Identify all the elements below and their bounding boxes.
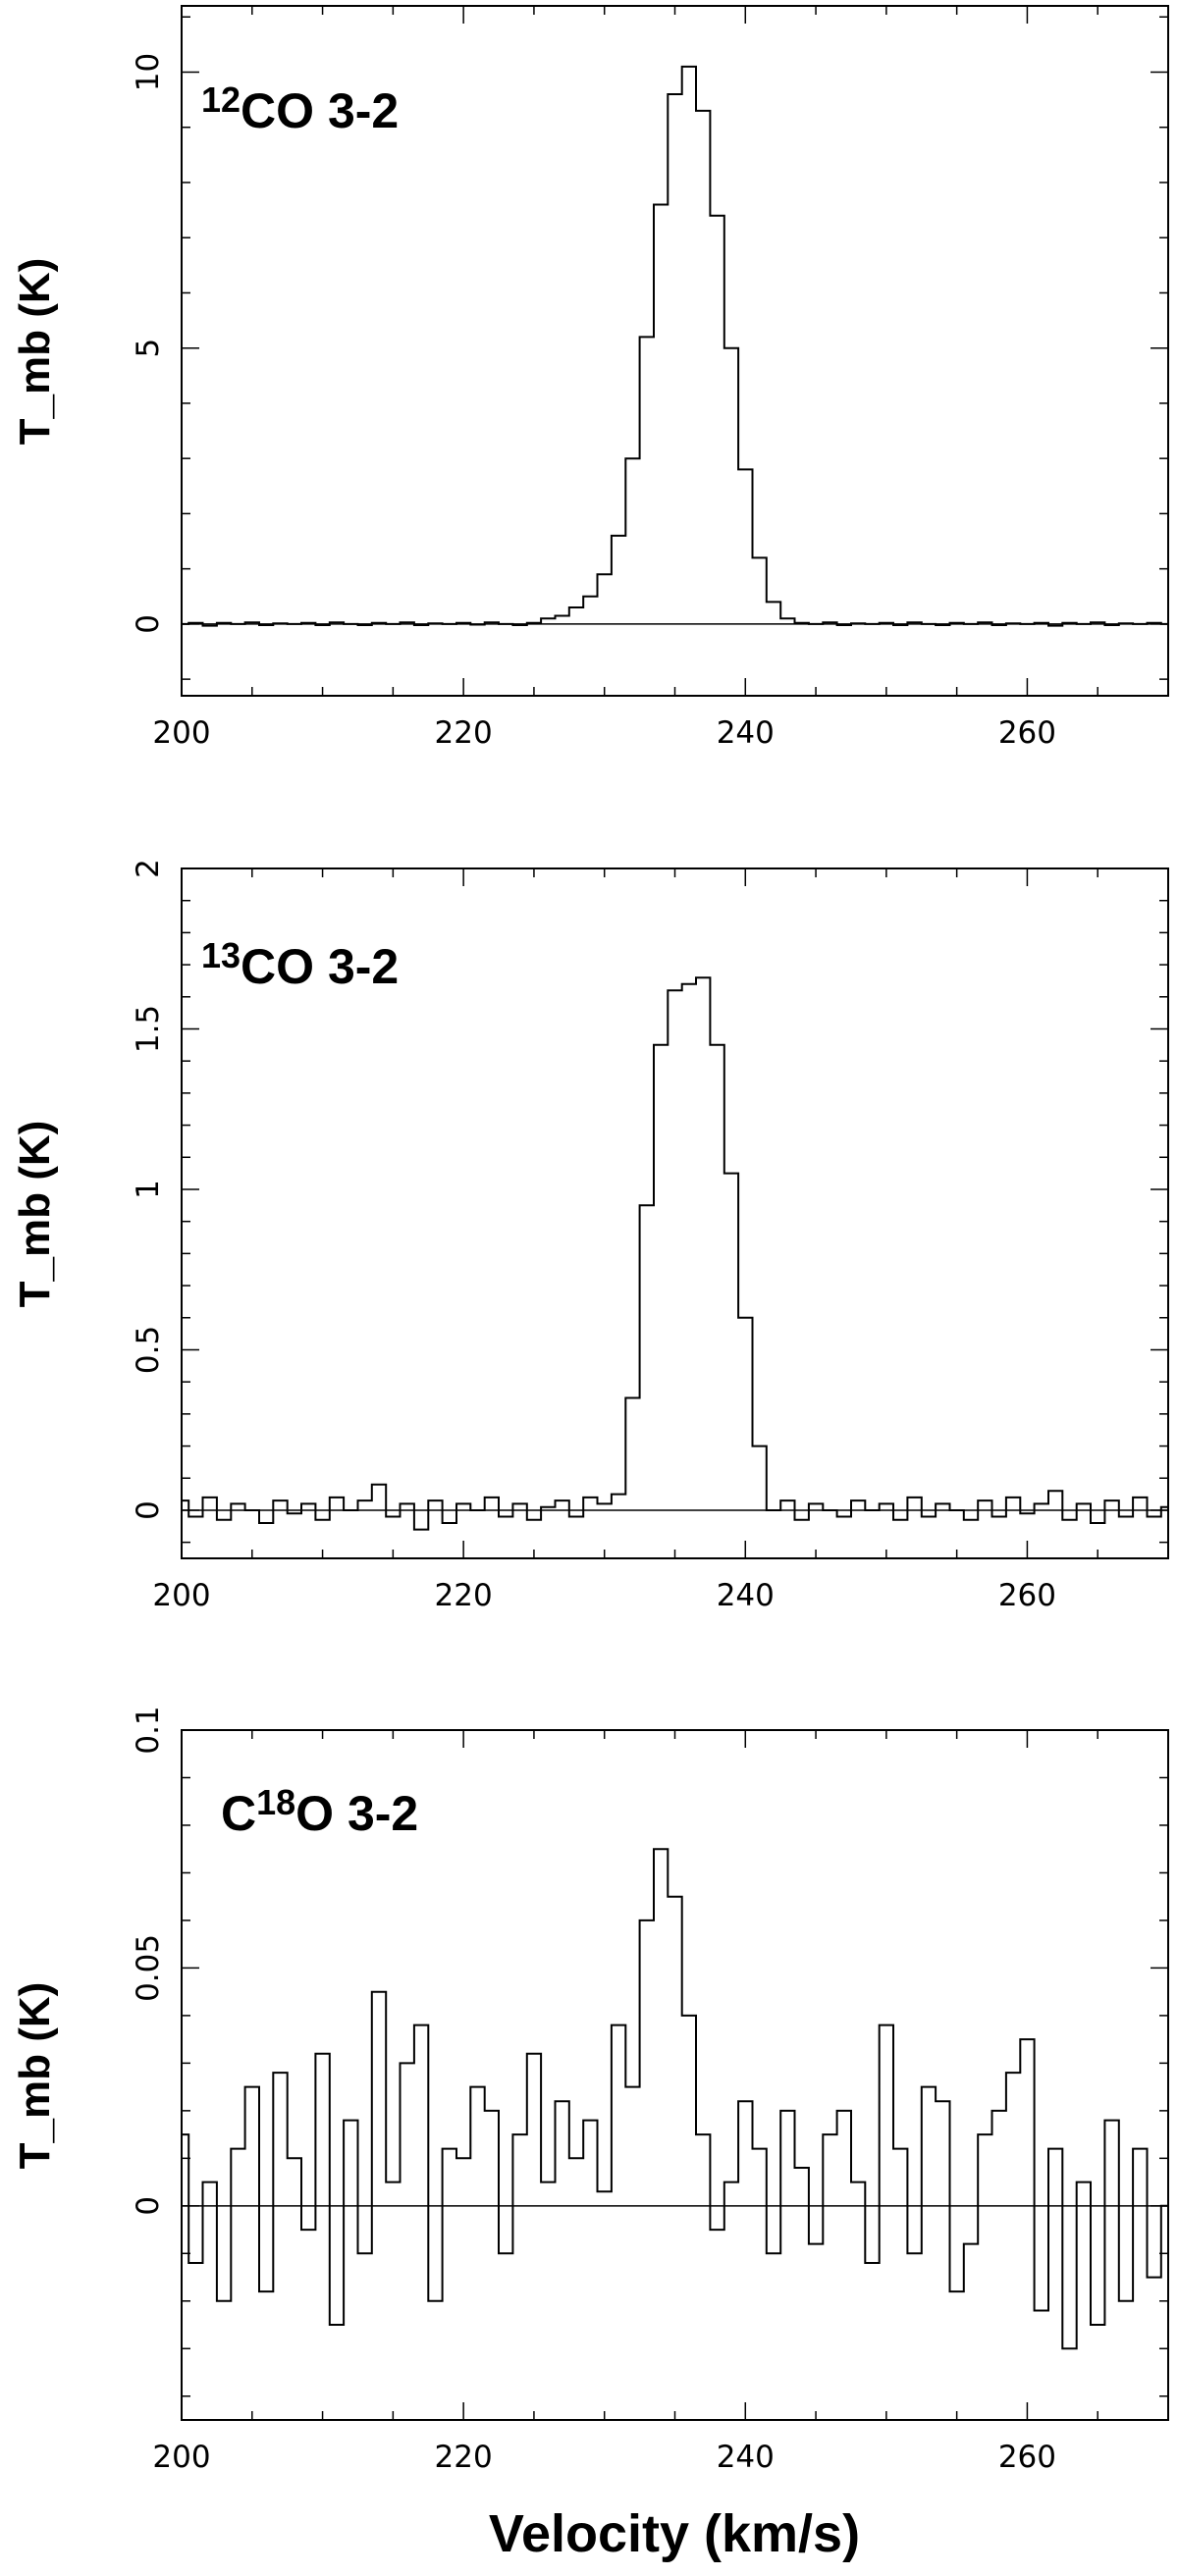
axis-ticks: 200 220 240 260 0 0.05 0.1 bbox=[131, 1706, 1169, 2475]
y-tick-label: 5 bbox=[131, 339, 166, 358]
x-tick-label: 220 bbox=[435, 2440, 493, 2475]
x-tick-label: 260 bbox=[998, 2440, 1056, 2475]
y-tick-label: 10 bbox=[131, 53, 166, 91]
y-tick-label: 0.1 bbox=[131, 1706, 166, 1754]
spectrum-line bbox=[182, 976, 1168, 1531]
y-tick-label: 0 bbox=[131, 1500, 166, 1520]
panel-c18o: 200 220 240 260 0 0.05 0.1 C18O 3-2 T_mb (K) V… bbox=[11, 1706, 1169, 2563]
panel-13co: 200 220 240 260 0 0.5 1 1.5 2 13CO 3-2 T_mb (K) bbox=[11, 859, 1169, 1613]
line-label: C18O 3-2 bbox=[221, 1782, 418, 1841]
x-tick-label: 200 bbox=[152, 1578, 210, 1613]
line-label: 12CO 3-2 bbox=[201, 79, 399, 138]
spectrum-line bbox=[182, 65, 1168, 627]
spectrum-line bbox=[182, 1848, 1168, 2350]
x-tick-label: 220 bbox=[435, 715, 493, 751]
y-tick-label: 0.5 bbox=[131, 1326, 166, 1374]
y-tick-label: 2 bbox=[131, 859, 166, 878]
x-axis-label: Velocity (km/s) bbox=[489, 2504, 860, 2563]
x-tick-label: 200 bbox=[152, 2440, 210, 2475]
y-tick-label: 1 bbox=[131, 1180, 166, 1199]
x-tick-label: 240 bbox=[717, 1578, 775, 1613]
y-tick-label: 0 bbox=[131, 614, 166, 634]
axis-ticks: 200 220 240 260 0 5 10 bbox=[131, 6, 1169, 751]
panel-12co: 200 220 240 260 0 5 10 12CO 3-2 T_mb (K) bbox=[11, 5, 1169, 751]
x-tick-label: 240 bbox=[717, 2440, 775, 2475]
x-tick-label: 240 bbox=[717, 715, 775, 751]
y-axis-label: T_mb (K) bbox=[11, 1121, 59, 1308]
x-tick-label: 220 bbox=[435, 1578, 493, 1613]
line-label: 13CO 3-2 bbox=[201, 935, 399, 994]
x-tick-label: 200 bbox=[152, 715, 210, 751]
y-axis-label: T_mb (K) bbox=[11, 1982, 59, 2170]
x-tick-label: 260 bbox=[998, 1578, 1056, 1613]
y-tick-label: 0.05 bbox=[131, 1934, 166, 2002]
x-tick-label: 260 bbox=[998, 715, 1056, 751]
y-axis-label: T_mb (K) bbox=[11, 258, 59, 446]
y-tick-label: 1.5 bbox=[131, 1005, 166, 1053]
y-tick-label: 0 bbox=[131, 2196, 166, 2216]
